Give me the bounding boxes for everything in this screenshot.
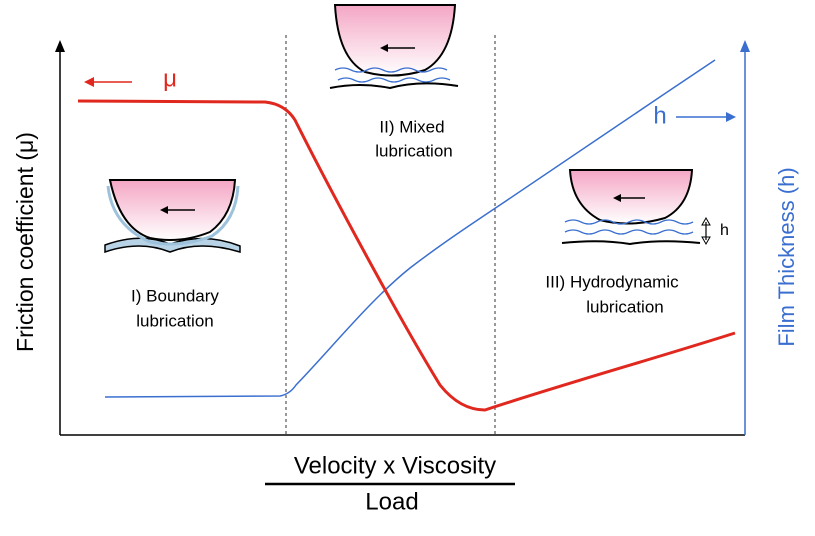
region-label: lubrication <box>375 141 453 160</box>
film-arrow-head <box>726 112 736 122</box>
y-axis-left-label: Friction coefficient (μ) <box>12 132 38 352</box>
boundary-illustration <box>104 179 241 254</box>
x-axis-label-denominator: Load <box>365 488 418 515</box>
friction-label: μ <box>163 65 177 92</box>
mixed-illustration <box>329 4 459 90</box>
region-label: II) Mixed <box>379 117 444 136</box>
gap-label: h <box>720 222 729 239</box>
film-thickness-curve <box>104 59 716 398</box>
region-label: lubrication <box>586 297 664 316</box>
y-axis-right-label: Film Thickness (h) <box>774 167 799 346</box>
hydrodynamic-illustration: h <box>561 169 729 246</box>
region-label: lubrication <box>136 311 214 330</box>
friction-arrow-head <box>84 77 94 87</box>
x-axis-label-numerator: Velocity x Viscosity <box>294 452 496 479</box>
region-label: III) Hydrodynamic <box>545 272 679 291</box>
y-axis-right-arrow <box>740 40 750 52</box>
film-label: h <box>653 102 666 129</box>
y-axis-left-arrow <box>55 40 65 52</box>
region-label: I) Boundary <box>131 286 219 305</box>
friction-curve <box>77 99 736 412</box>
